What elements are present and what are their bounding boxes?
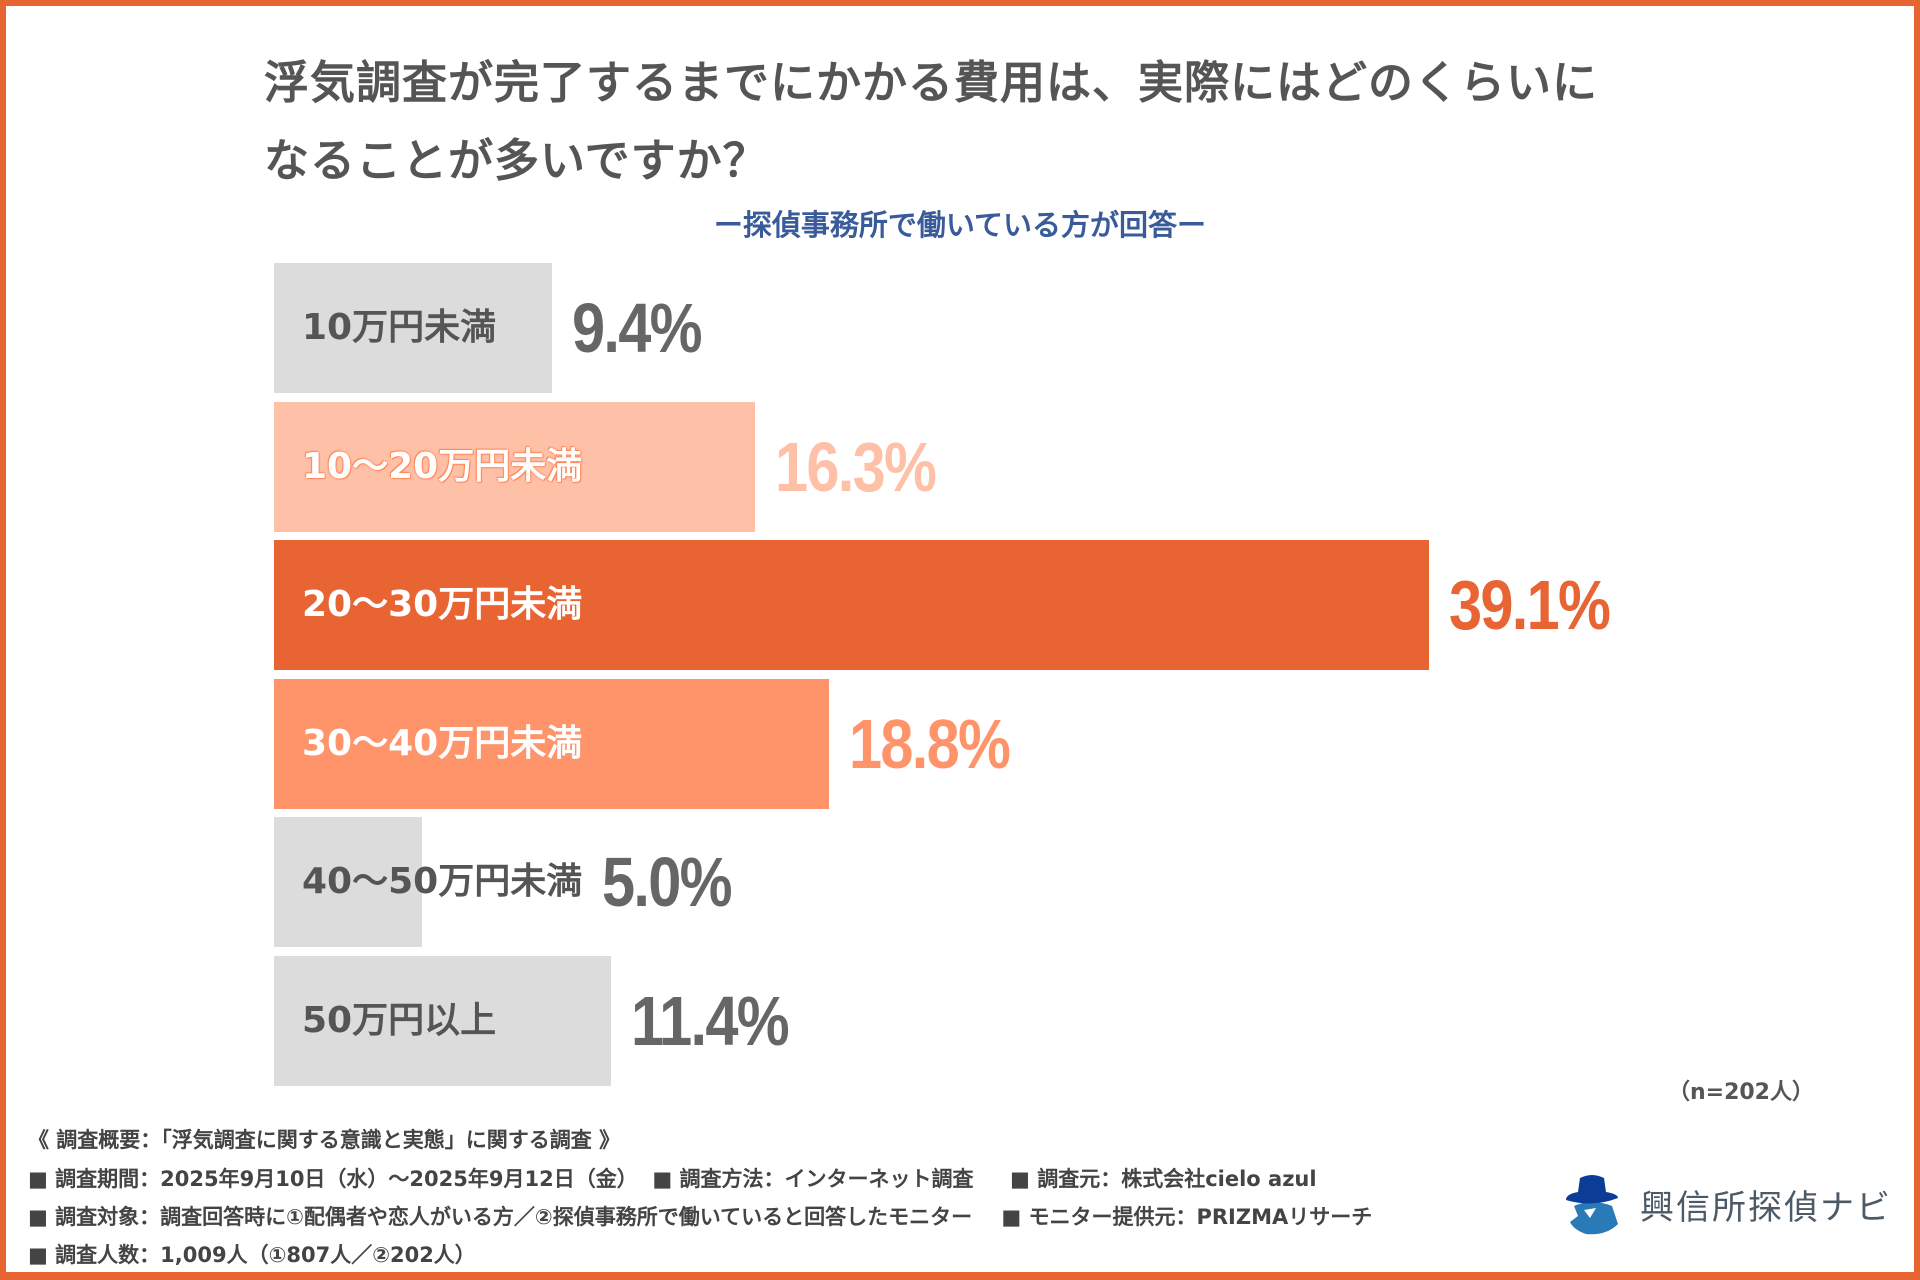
footer-line-1: ■ 調査期間：2025年9月10日（水）〜2025年9月12日（金） ■ 調査方… xyxy=(28,1167,1317,1191)
bar-row: 10〜20万円未満 16.3% xyxy=(274,401,1874,532)
bar xyxy=(274,401,756,532)
title-line-2: なることが多いですか？ xyxy=(264,134,769,187)
category-label: 30〜40万円未満 xyxy=(302,722,583,764)
category-label: 40〜50万円未満 xyxy=(302,861,583,903)
title-line-1: 浮気調査が完了するまでにかかる費用は、実際にはどのくらいに xyxy=(264,56,1599,109)
detective-hat-icon xyxy=(1566,1175,1618,1235)
logo-text: 興信所探偵ナビ xyxy=(1640,1187,1892,1228)
category-label: 20〜30万円未満 xyxy=(302,584,583,626)
bar-row: 50万円以上 11.4% xyxy=(274,956,1874,1086)
value-label: 9.4% xyxy=(571,289,703,367)
category-label: 10万円未満 xyxy=(302,307,497,348)
bar-row: 20〜30万円未満 39.1% xyxy=(274,540,1874,671)
footer-line-2: ■ 調査対象：調査回答時に①配偶者や恋人がいる方／②探偵事務所で働いていると回答… xyxy=(28,1205,1373,1229)
value-label: 18.8% xyxy=(849,704,1011,783)
footer-line-3: ■ 調査人数：1,009人（①807人／②202人） xyxy=(28,1243,476,1267)
value-label: 39.1% xyxy=(1449,566,1611,645)
chart-subtitle: ー探偵事務所で働いている方が回答ー xyxy=(713,208,1207,242)
bar-chart: 10万円未満 9.4% 10〜20万円未満 16.3% 20〜30万円未満 39.1% 30… xyxy=(274,263,1874,1093)
value-label: 5.0% xyxy=(602,843,733,922)
chart-title: 浮気調査が完了するまでにかかる費用は、実際にはどのくらいに なることが多いですか… xyxy=(264,44,1744,200)
category-label: 50万円以上 xyxy=(302,1000,497,1041)
bar xyxy=(274,263,552,393)
bar xyxy=(274,678,830,809)
logo: 興信所探偵ナビ xyxy=(1562,1172,1892,1236)
bar-row: 40〜50万円未満 5.0% xyxy=(274,817,1874,948)
bar xyxy=(274,817,422,948)
footer-overview: 《 調査概要：「浮気調査に関する意識と実態」に関する調査 》 xyxy=(28,1128,621,1152)
sample-size: （n=202人） xyxy=(1667,1080,1814,1105)
bar-row: 30〜40万円未満 18.8% xyxy=(274,678,1874,809)
value-label: 16.3% xyxy=(775,427,937,506)
bar-row: 10万円未満 9.4% xyxy=(274,263,1874,393)
value-label: 11.4% xyxy=(630,982,790,1060)
category-label: 10〜20万円未満 xyxy=(302,445,583,487)
bar xyxy=(274,540,1429,671)
bar xyxy=(274,956,611,1086)
